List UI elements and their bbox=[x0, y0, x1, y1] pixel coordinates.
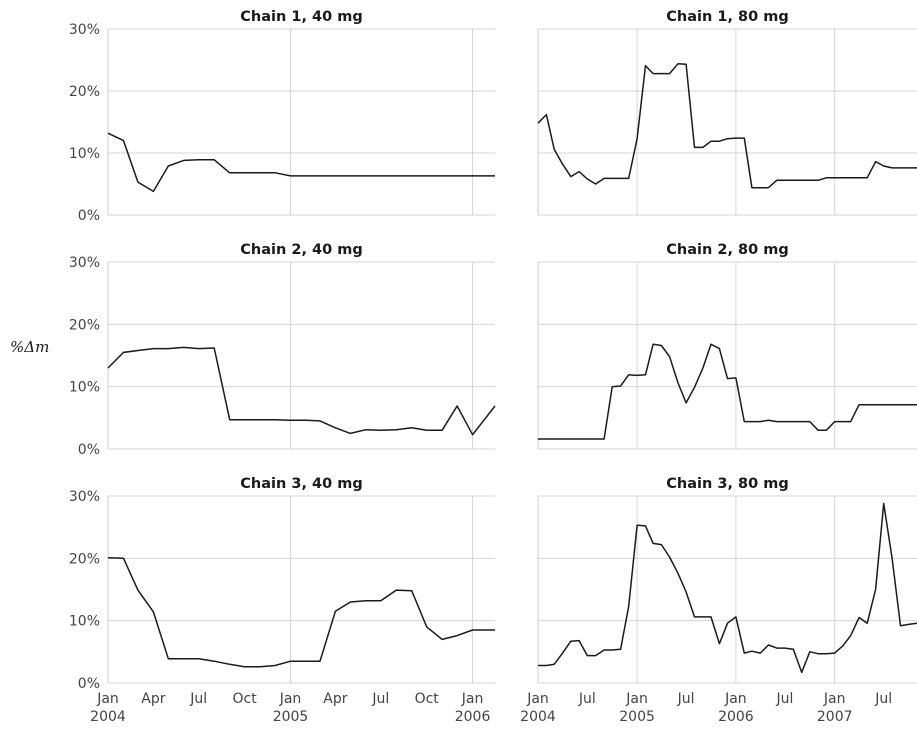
x-tick-label: Jul bbox=[677, 691, 695, 707]
y-axis-label: %Δm bbox=[10, 338, 49, 356]
y-tick-label: 30% bbox=[69, 489, 100, 505]
series-line bbox=[538, 502, 917, 674]
y-tick-label: 20% bbox=[69, 317, 100, 333]
y-tick-label: 30% bbox=[69, 255, 100, 271]
y-tick-label: 0% bbox=[78, 676, 100, 692]
x-tick-label: Jul bbox=[371, 691, 389, 707]
y-tick-label: 20% bbox=[69, 84, 100, 100]
x-tick-label: Jan 2004 bbox=[90, 691, 126, 725]
panel-title: Chain 3, 40 mg bbox=[240, 476, 362, 492]
x-tick-label: Jul bbox=[775, 691, 793, 707]
x-tick-label: Apr bbox=[141, 691, 165, 707]
series-line bbox=[107, 556, 495, 668]
y-tick-label: 10% bbox=[69, 380, 100, 396]
x-tick-label: Jan 2006 bbox=[718, 691, 754, 725]
x-tick-label: Jan 2005 bbox=[273, 691, 309, 725]
x-tick-label: Jul bbox=[874, 691, 892, 707]
panel-title: Chain 2, 40 mg bbox=[240, 242, 362, 258]
x-tick-label: Jul bbox=[189, 691, 207, 707]
panel-5: Chain 3, 40 mg 0% 10% 20% 30% Jan 2004 Apr Jul Oc… bbox=[69, 476, 495, 725]
x-tick-label: Oct bbox=[415, 691, 440, 707]
x-tick-label: Jul bbox=[578, 691, 596, 707]
x-tick-label: Oct bbox=[233, 691, 258, 707]
x-tick-label: Jan 2004 bbox=[520, 691, 556, 725]
panel-1: Chain 1, 40 mg 0% 10% 20% 30% bbox=[69, 9, 495, 224]
x-tick-label: Jan 2005 bbox=[619, 691, 655, 725]
x-tick-label: Jan 2006 bbox=[455, 691, 491, 725]
panel-title: Chain 1, 80 mg bbox=[666, 9, 788, 25]
panel-2: Chain 1, 80 mg bbox=[537, 9, 917, 216]
series-line bbox=[107, 346, 496, 436]
series-line bbox=[538, 343, 917, 440]
y-tick-label: 30% bbox=[69, 22, 100, 38]
series-line bbox=[537, 62, 917, 189]
panel-title: Chain 1, 40 mg bbox=[240, 9, 362, 25]
panel-6: Chain 3, 80 mg Jan 2004 Jul Jan 2005 Jul Jan 200… bbox=[520, 476, 917, 725]
panel-4: Chain 2, 80 mg bbox=[537, 242, 917, 450]
x-tick-label: Jan 2007 bbox=[817, 691, 853, 725]
y-tick-label: 20% bbox=[69, 551, 100, 567]
panel-title: Chain 3, 80 mg bbox=[666, 476, 788, 492]
y-tick-label: 10% bbox=[69, 614, 100, 630]
series-line bbox=[107, 132, 495, 193]
x-tick-label: Apr bbox=[323, 691, 347, 707]
panel-3: Chain 2, 40 mg 0% 10% 20% 30% bbox=[69, 242, 496, 458]
y-tick-label: 0% bbox=[78, 442, 100, 458]
panel-title: Chain 2, 80 mg bbox=[666, 242, 788, 258]
y-tick-label: 0% bbox=[78, 208, 100, 224]
y-tick-label: 10% bbox=[69, 146, 100, 162]
